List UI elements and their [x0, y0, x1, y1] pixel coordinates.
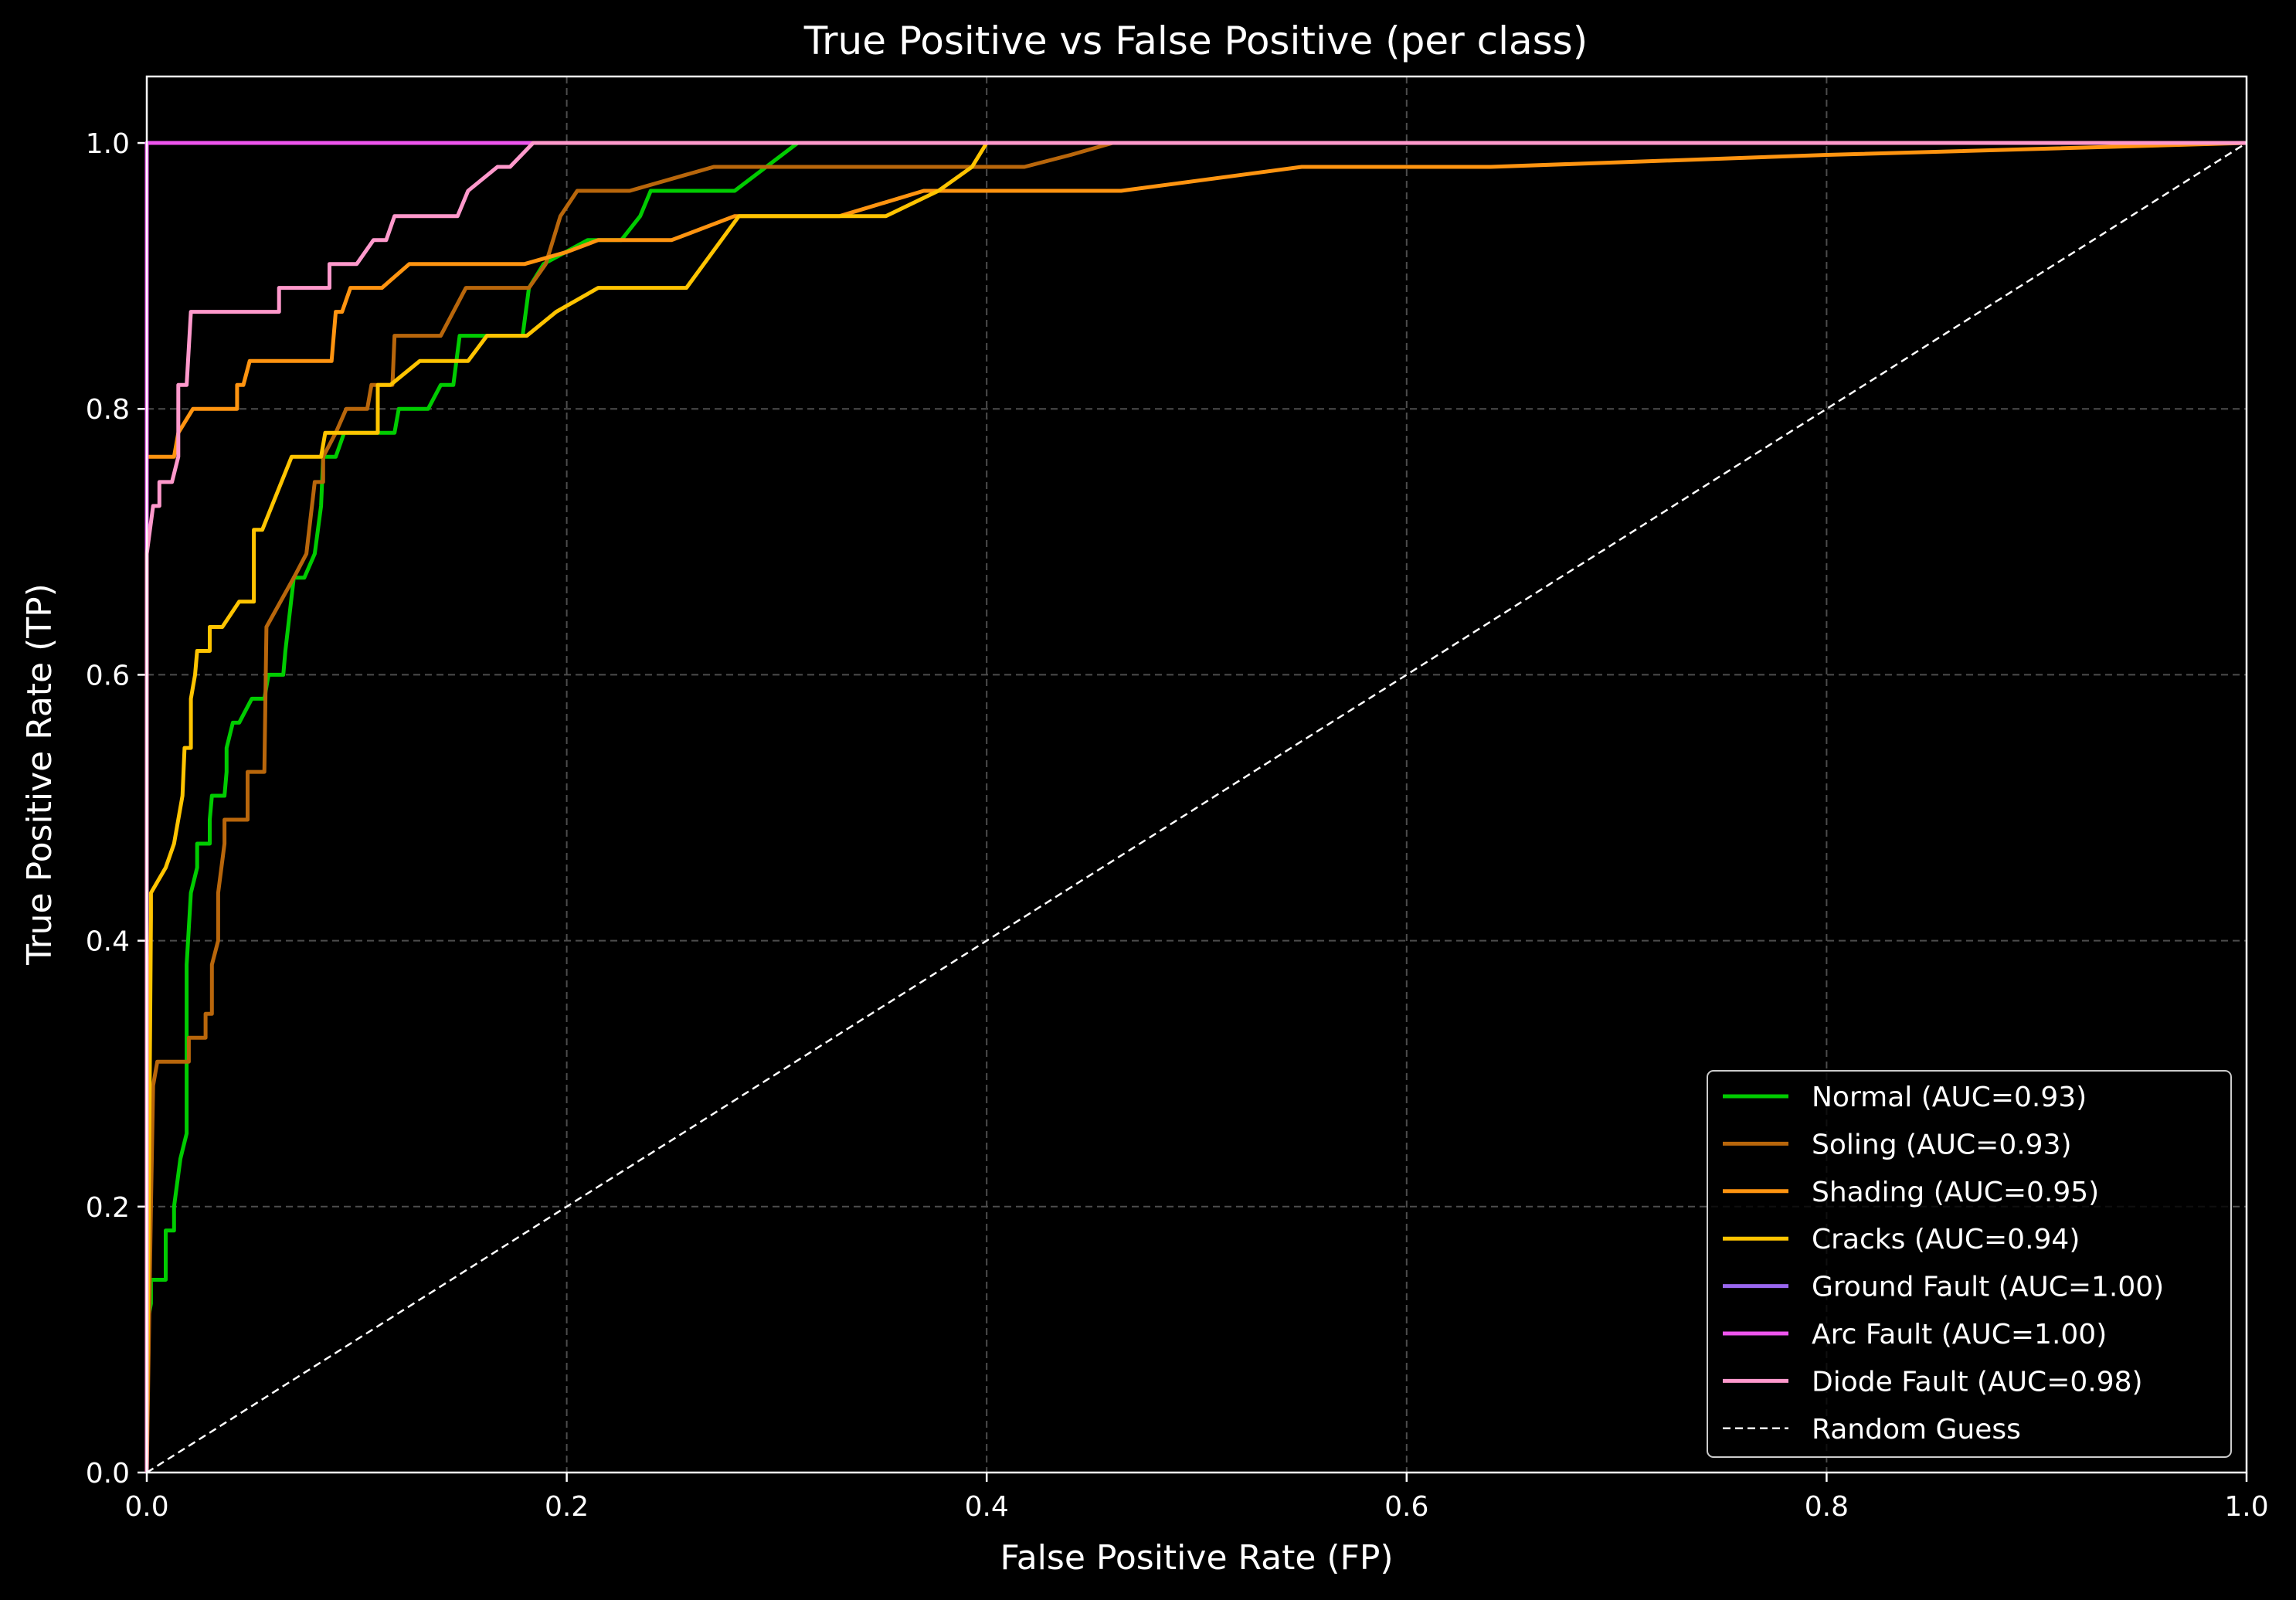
legend-box	[1707, 1070, 2232, 1458]
legend-entry: Ground Fault (AUC=1.00)	[1812, 1272, 2164, 1303]
legend-entry: Shading (AUC=0.95)	[1812, 1177, 2099, 1208]
y-tick-label: 0.2	[86, 1192, 130, 1224]
chart-title: True Positive vs False Positive (per cla…	[803, 19, 1588, 63]
legend-entry: Cracks (AUC=0.94)	[1812, 1224, 2080, 1255]
x-tick-label: 0.6	[1384, 1491, 1428, 1523]
grid-lines	[146, 76, 2247, 1473]
y-tick-label: 1.0	[86, 128, 130, 160]
x-axis-label: False Positive Rate (FP)	[1000, 1538, 1393, 1578]
x-tick-label: 0.8	[1805, 1491, 1849, 1523]
legend-entry: Random Guess	[1812, 1414, 2021, 1445]
series-line-diode-fault	[144, 141, 2247, 1473]
legend-entry: Normal (AUC=0.93)	[1812, 1082, 2087, 1113]
plot-frame	[145, 75, 2248, 1474]
x-tick-label: 0.0	[124, 1491, 168, 1523]
series-line-soling	[144, 141, 2247, 1473]
x-tick-label: 1.0	[2224, 1491, 2268, 1523]
y-tick-label: 0.0	[86, 1458, 130, 1490]
legend-entry: Diode Fault (AUC=0.98)	[1812, 1366, 2143, 1398]
x-tick-label: 0.4	[965, 1491, 1009, 1523]
x-axis-ticks: 0.0 0.2 0.4 0.6 0.8 1.0	[124, 1473, 2269, 1523]
legend-entry: Soling (AUC=0.93)	[1812, 1129, 2072, 1160]
y-axis-label: True Positive Rate (TP)	[20, 583, 59, 966]
y-tick-label: 0.6	[86, 660, 130, 691]
legend-entry: Arc Fault (AUC=1.00)	[1812, 1319, 2107, 1350]
y-tick-label: 0.8	[86, 394, 130, 426]
y-axis-ticks: 0.0 0.2 0.4 0.6 0.8 1.0	[86, 128, 147, 1490]
series-line-cracks	[144, 141, 2247, 1473]
y-tick-label: 0.4	[86, 926, 130, 958]
series-line-random-guess	[146, 141, 2247, 1474]
legend: Normal (AUC=0.93) Soling (AUC=0.93) Shadin…	[1707, 1070, 2232, 1458]
x-tick-label: 0.2	[545, 1491, 589, 1523]
series-line-shading	[144, 141, 2247, 1473]
